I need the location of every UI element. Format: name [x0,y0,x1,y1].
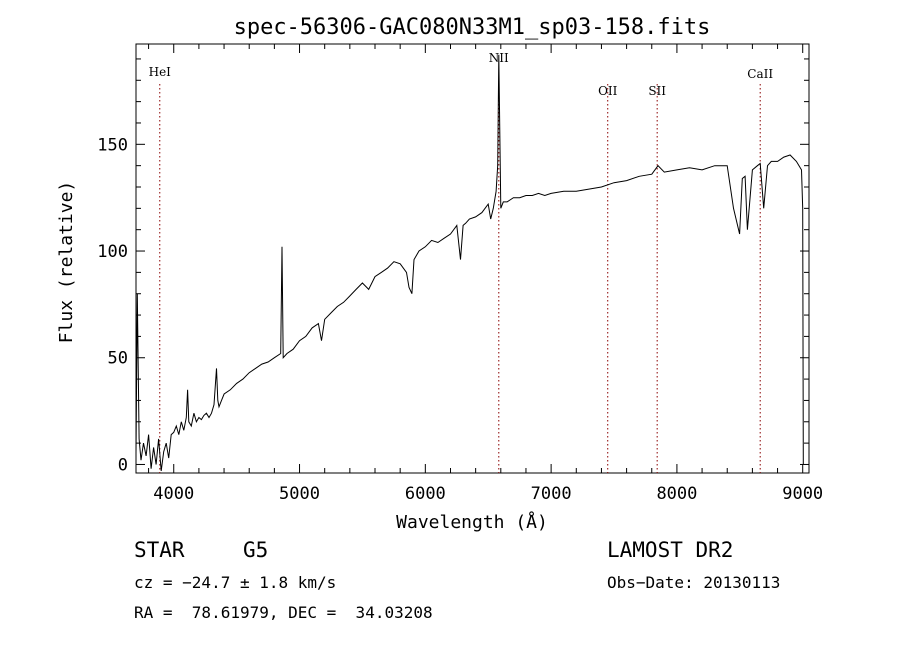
x-tick-label: 9000 [782,484,823,504]
x-tick-label: 8000 [656,484,697,504]
x-axis-label: Wavelength (Å) [396,511,548,533]
object-class: STAR [134,538,185,562]
x-tick-label: 5000 [279,484,320,504]
spectral-line-label: OII [598,84,618,98]
spectrum-series-line [136,55,803,471]
x-tick-label: 7000 [531,484,572,504]
y-tick-label: 100 [97,242,128,262]
y-tick-label: 150 [97,135,128,155]
axis-ticks [136,44,809,473]
coordinates: RA = 78.61979, DEC = 34.03208 [134,603,433,622]
survey-name: LAMOST DR2 [607,538,733,562]
redshift-cz: cz = −24.7 ± 1.8 km/s [134,573,336,592]
y-axis-label: Flux (relative) [56,181,77,344]
x-tick-label: 4000 [153,484,194,504]
spectral-line-label: HeI [149,65,172,79]
tick-labels: 4000 5000 6000 7000 8000 9000 0 50 100 150 [97,135,823,504]
obs-date: Obs−Date: 20130113 [607,573,780,592]
plot-frame [136,44,809,473]
spectral-line-label: CaII [747,67,773,81]
spectral-line-label: SII [648,84,666,98]
chart-title: spec-56306-GAC080N33M1_sp03-158.fits [234,15,711,40]
y-tick-label: 0 [118,455,128,475]
x-tick-label: 6000 [405,484,446,504]
y-tick-label: 50 [108,349,128,369]
spectral-line-markers [160,84,760,473]
object-subclass: G5 [243,538,268,562]
